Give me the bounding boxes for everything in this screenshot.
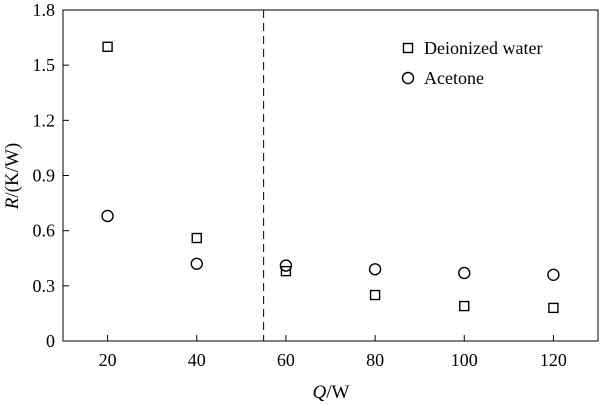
y-tick-label: 0.9: [33, 166, 56, 186]
data-point-circle: [190, 257, 203, 270]
legend: Deionized water Acetone: [401, 38, 542, 88]
data-point-circle: [101, 209, 114, 223]
x-axis-label: Q/W: [313, 382, 350, 403]
data-point-circle: [279, 259, 293, 272]
y-tick-label: 1.2: [33, 110, 56, 130]
y-tick-label: 0.3: [33, 276, 56, 296]
data-point-square: [548, 302, 559, 314]
data-point-square: [459, 300, 470, 312]
legend-marker-square: [402, 42, 414, 54]
x-tick-label: 80: [366, 350, 384, 370]
data-point-square: [191, 232, 202, 244]
data-point-square: [369, 289, 381, 301]
y-axis: 0 0.3 0.6 0.9 1.2 1.5 1.8: [33, 0, 69, 351]
x-tick-label: 40: [188, 350, 206, 370]
y-tick-label: 1.5: [33, 55, 56, 75]
y-tick-label: 0: [46, 331, 55, 351]
data-point-circle: [368, 263, 382, 276]
legend-label: Deionized water: [424, 38, 542, 58]
data-point-circle: [547, 268, 560, 281]
x-tick-label: 60: [277, 350, 295, 370]
plot-frame: [62, 9, 599, 342]
x-tick-label: 20: [99, 350, 117, 370]
data-point-square: [280, 265, 292, 277]
x-tick-label: 120: [540, 350, 567, 370]
x-axis: 20 40 60 80 100 120: [99, 335, 567, 370]
y-tick-label: 0.6: [33, 221, 56, 241]
data-point-square: [102, 41, 113, 52]
legend-label: Acetone: [424, 68, 484, 88]
y-tick-label: 1.8: [33, 0, 56, 20]
x-tick-label: 100: [451, 350, 478, 370]
data-points: [101, 41, 560, 314]
y-axis-label: R/(K/W): [2, 143, 23, 210]
data-point-circle: [458, 266, 471, 280]
legend-marker-circle: [401, 71, 415, 85]
